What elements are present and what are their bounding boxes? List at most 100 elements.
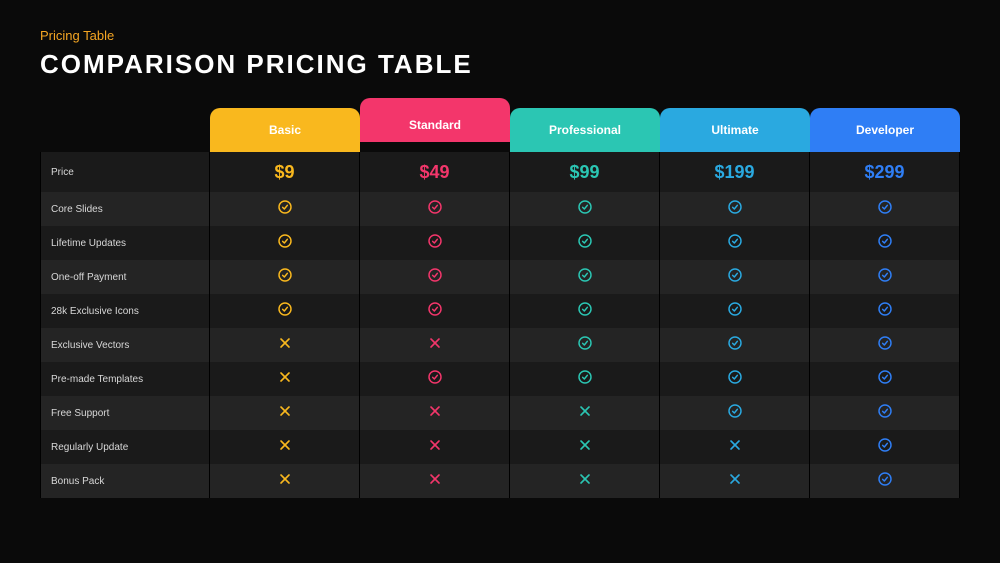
feature-label: Pre-made Templates <box>40 362 210 396</box>
check-icon <box>877 233 893 249</box>
table-row: Bonus Pack <box>40 464 960 498</box>
pricing-slide: Pricing Table COMPARISON PRICING TABLE B… <box>0 0 1000 518</box>
plan-header-developer: Developer <box>810 108 960 152</box>
table-row: One-off Payment <box>40 260 960 294</box>
check-icon <box>727 369 743 385</box>
check-icon <box>577 267 593 283</box>
feature-cell <box>660 430 810 464</box>
plan-header-basic: Basic <box>210 108 360 152</box>
check-icon <box>427 233 443 249</box>
cross-icon <box>577 471 593 487</box>
check-icon <box>877 335 893 351</box>
feature-cell <box>660 260 810 294</box>
cross-icon <box>577 403 593 419</box>
check-icon <box>577 233 593 249</box>
feature-cell: $199 <box>660 152 810 192</box>
feature-cell <box>510 294 660 328</box>
cross-icon <box>727 471 743 487</box>
feature-cell <box>660 396 810 430</box>
plan-header-label: Ultimate <box>660 123 810 137</box>
pricing-table: BasicStandardProfessionalUltimateDevelop… <box>40 108 960 498</box>
check-icon <box>877 369 893 385</box>
check-icon <box>727 301 743 317</box>
feature-cell <box>510 192 660 226</box>
feature-rows: Price$9$49$99$199$299Core SlidesLifetime… <box>40 152 960 498</box>
check-icon <box>577 199 593 215</box>
slide-subtitle: Pricing Table <box>40 28 960 43</box>
cross-icon <box>427 437 443 453</box>
check-icon <box>877 437 893 453</box>
feature-cell <box>360 226 510 260</box>
cross-icon <box>277 403 293 419</box>
check-icon <box>727 267 743 283</box>
feature-cell <box>210 226 360 260</box>
check-icon <box>727 199 743 215</box>
feature-cell <box>360 430 510 464</box>
table-row: Regularly Update <box>40 430 960 464</box>
feature-cell <box>810 260 960 294</box>
feature-cell <box>660 362 810 396</box>
cross-icon <box>277 369 293 385</box>
feature-cell <box>210 328 360 362</box>
feature-label: 28k Exclusive Icons <box>40 294 210 328</box>
table-row: Exclusive Vectors <box>40 328 960 362</box>
feature-cell <box>210 430 360 464</box>
feature-cell <box>210 396 360 430</box>
feature-cell <box>360 464 510 498</box>
feature-cell: $9 <box>210 152 360 192</box>
feature-cell <box>510 396 660 430</box>
cross-icon <box>577 437 593 453</box>
feature-cell <box>810 192 960 226</box>
check-icon <box>577 301 593 317</box>
plan-header-label: Developer <box>810 123 960 137</box>
plan-header-label: Professional <box>510 123 660 137</box>
feature-label: One-off Payment <box>40 260 210 294</box>
feature-cell: $49 <box>360 152 510 192</box>
table-row: Lifetime Updates <box>40 226 960 260</box>
feature-label: Price <box>40 152 210 192</box>
feature-cell <box>510 362 660 396</box>
feature-cell <box>510 464 660 498</box>
price-value: $99 <box>569 162 599 182</box>
check-icon <box>277 267 293 283</box>
cross-icon <box>427 471 443 487</box>
feature-label: Core Slides <box>40 192 210 226</box>
pricing-table-wrap: BasicStandardProfessionalUltimateDevelop… <box>40 108 960 498</box>
feature-cell <box>810 362 960 396</box>
cross-icon <box>427 403 443 419</box>
feature-cell <box>660 464 810 498</box>
feature-cell: $99 <box>510 152 660 192</box>
price-value: $9 <box>274 162 294 182</box>
cross-icon <box>727 437 743 453</box>
feature-cell <box>510 430 660 464</box>
check-icon <box>277 301 293 317</box>
table-row: Free Support <box>40 396 960 430</box>
feature-cell <box>360 362 510 396</box>
feature-cell <box>810 396 960 430</box>
slide-title: COMPARISON PRICING TABLE <box>40 49 960 80</box>
check-icon <box>277 233 293 249</box>
feature-cell <box>810 464 960 498</box>
check-icon <box>277 199 293 215</box>
feature-cell <box>360 192 510 226</box>
feature-cell <box>810 430 960 464</box>
check-icon <box>727 335 743 351</box>
feature-cell <box>810 226 960 260</box>
feature-cell <box>210 192 360 226</box>
check-icon <box>577 335 593 351</box>
feature-cell <box>510 260 660 294</box>
feature-label: Free Support <box>40 396 210 430</box>
table-row: Core Slides <box>40 192 960 226</box>
feature-cell <box>660 192 810 226</box>
feature-cell <box>360 294 510 328</box>
table-row: Price$9$49$99$199$299 <box>40 152 960 192</box>
cross-icon <box>277 335 293 351</box>
check-icon <box>877 301 893 317</box>
feature-cell <box>660 226 810 260</box>
check-icon <box>877 267 893 283</box>
check-icon <box>727 403 743 419</box>
price-value: $49 <box>419 162 449 182</box>
feature-label: Lifetime Updates <box>40 226 210 260</box>
plan-header-standard: Standard <box>360 98 510 142</box>
check-icon <box>727 233 743 249</box>
